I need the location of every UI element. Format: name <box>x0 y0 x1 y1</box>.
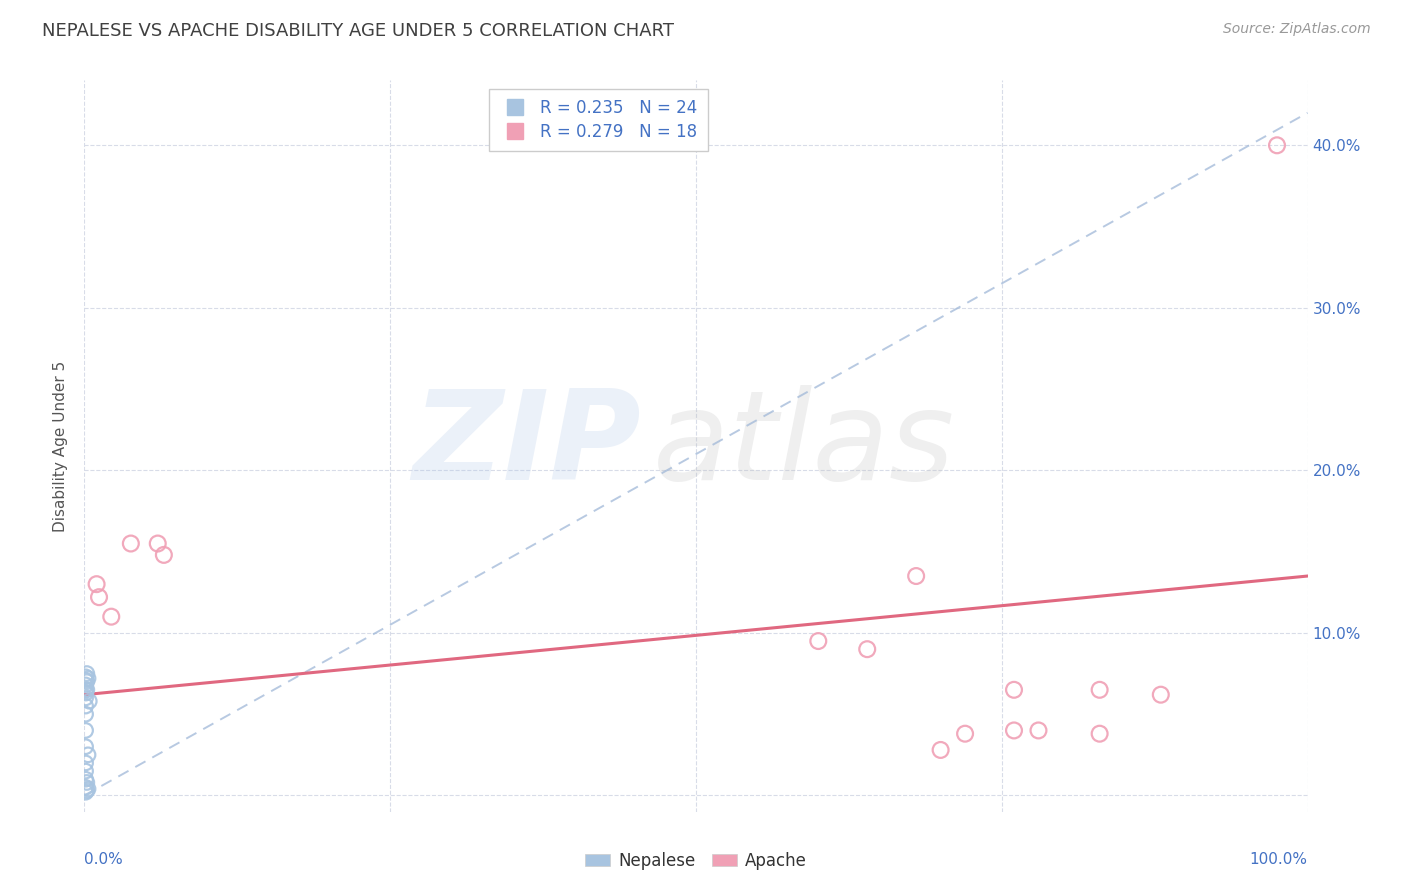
Point <box>77 694 100 708</box>
Point <box>100 609 122 624</box>
Point <box>86 577 108 591</box>
Point <box>120 536 142 550</box>
Text: 100.0%: 100.0% <box>1250 852 1308 867</box>
Point <box>856 642 879 657</box>
Point <box>76 783 98 797</box>
Point <box>146 536 169 550</box>
Legend: Nepalese, Apache: Nepalese, Apache <box>578 846 814 877</box>
Point <box>75 785 97 799</box>
Point <box>75 682 97 697</box>
Point <box>953 727 976 741</box>
Point <box>1002 682 1025 697</box>
Point <box>75 780 97 795</box>
Point <box>75 686 97 700</box>
Point <box>1002 723 1025 738</box>
Point <box>87 590 110 604</box>
Text: 0.0%: 0.0% <box>84 852 124 867</box>
Text: ZIP: ZIP <box>412 385 641 507</box>
Point <box>905 569 928 583</box>
Point <box>75 699 97 714</box>
Point <box>76 674 98 689</box>
Point <box>75 756 97 770</box>
Point <box>1088 682 1111 697</box>
Point <box>75 678 97 692</box>
Point <box>1028 723 1050 738</box>
Point <box>75 673 97 687</box>
Point <box>77 747 100 762</box>
Point <box>807 634 830 648</box>
Point <box>75 764 97 778</box>
Text: NEPALESE VS APACHE DISABILITY AGE UNDER 5 CORRELATION CHART: NEPALESE VS APACHE DISABILITY AGE UNDER … <box>42 22 675 40</box>
Point <box>75 690 97 705</box>
Point <box>75 723 97 738</box>
Text: atlas: atlas <box>654 385 955 507</box>
Point <box>77 781 100 796</box>
Point <box>77 672 100 686</box>
Text: Source: ZipAtlas.com: Source: ZipAtlas.com <box>1223 22 1371 37</box>
Point <box>76 666 98 681</box>
Point <box>75 670 97 684</box>
Point <box>76 682 98 697</box>
Point <box>75 739 97 754</box>
Point <box>75 707 97 722</box>
Point <box>1088 727 1111 741</box>
Point <box>76 775 98 789</box>
Point <box>1265 138 1288 153</box>
Point <box>153 548 176 562</box>
Point <box>1150 688 1173 702</box>
Point <box>75 772 97 787</box>
Y-axis label: Disability Age Under 5: Disability Age Under 5 <box>53 360 69 532</box>
Point <box>929 743 952 757</box>
